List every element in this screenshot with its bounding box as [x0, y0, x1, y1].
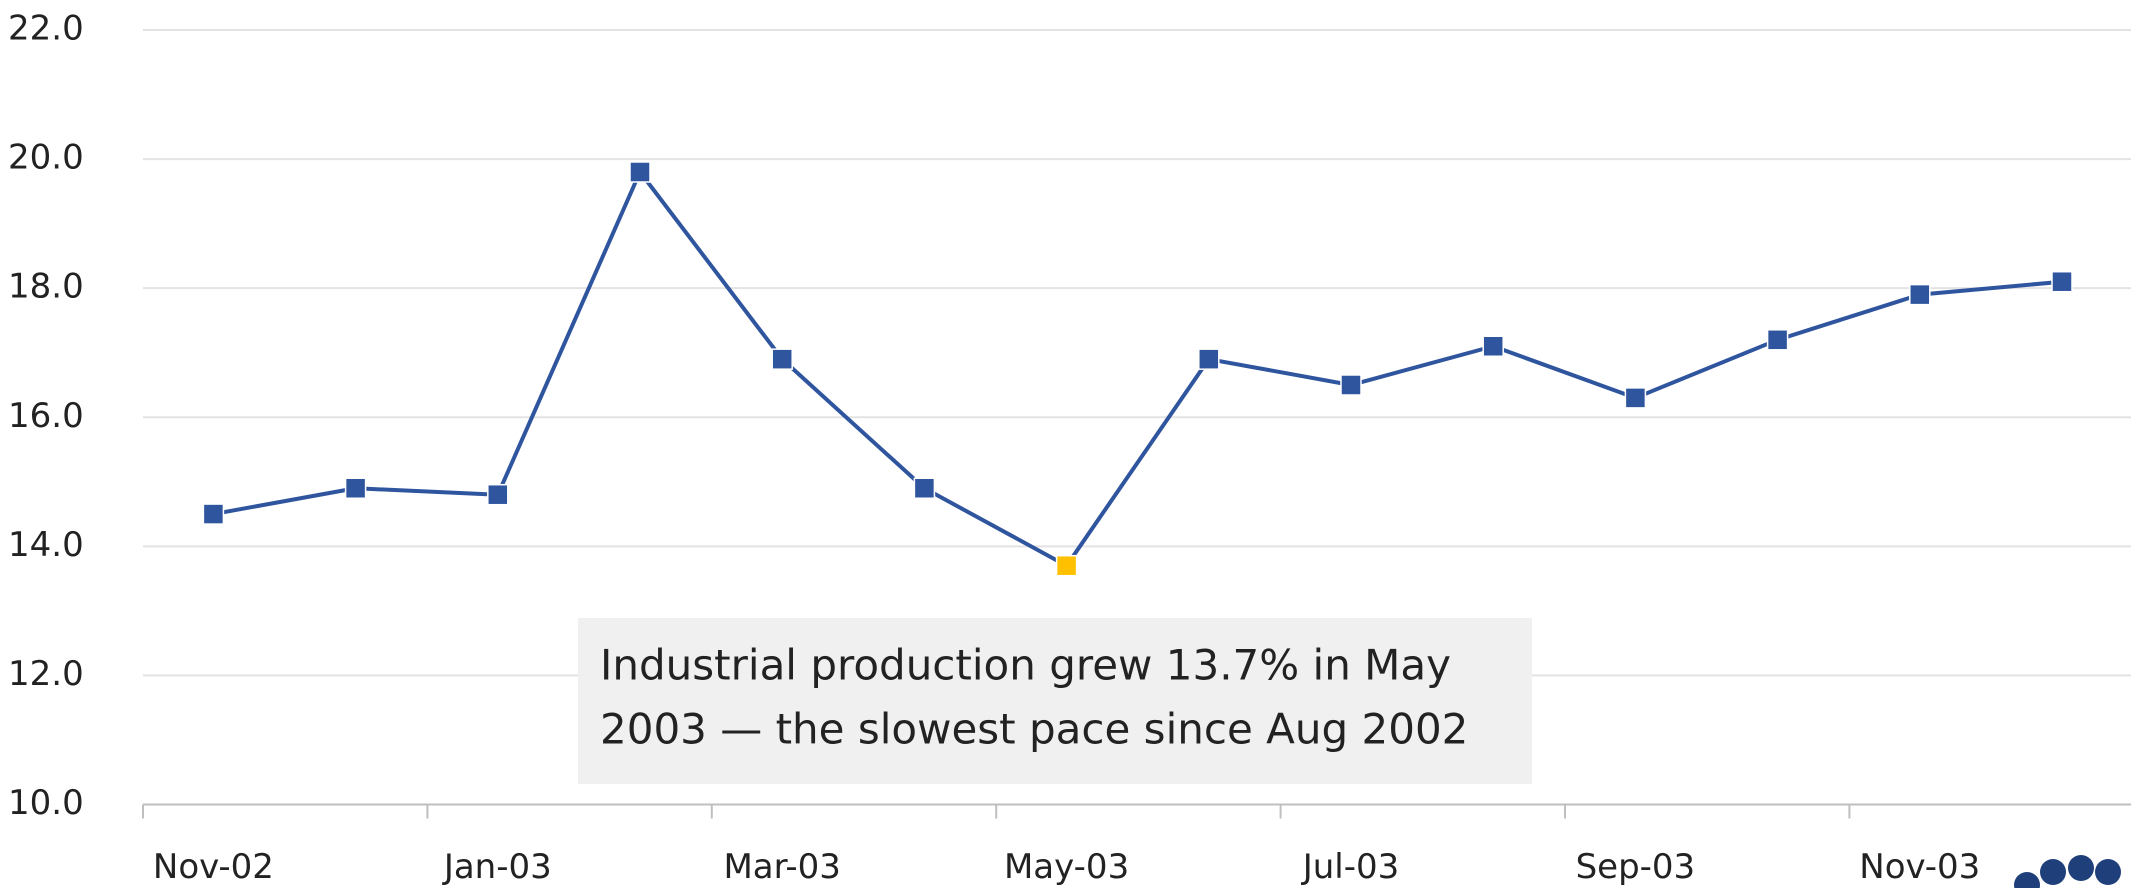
series-line [213, 169, 2063, 568]
grid: 10.0 12.0 14.0 16.0 18.0 20.0 22.0 [8, 9, 2131, 823]
marker [1909, 283, 1931, 306]
marker [1340, 374, 1362, 396]
marker [344, 477, 367, 499]
y-tick-label: 20.0 [8, 138, 84, 178]
y-tick-label: 16.0 [8, 396, 84, 436]
x-tick-label: Sep-03 [1576, 847, 1696, 887]
y-tick-label: 18.0 [8, 267, 84, 307]
annotation-box [578, 618, 1532, 784]
marker [771, 348, 793, 370]
annotation-line: 2003 — the slowest pace since Aug 2002 [600, 705, 1468, 754]
y-tick-label: 10.0 [8, 783, 84, 823]
marker [1198, 348, 1220, 370]
marker [1482, 335, 1504, 358]
marker [1055, 554, 1078, 577]
x-tick-label: May-03 [1004, 847, 1129, 887]
marker [202, 503, 225, 525]
logo [2014, 855, 2121, 888]
x-tick-label: Nov-02 [153, 847, 274, 887]
x-tick-label: Nov-03 [1859, 847, 1980, 887]
y-tick-label: 22.0 [8, 9, 84, 49]
marker [1624, 387, 1647, 409]
marker [913, 477, 936, 499]
y-tick-label: 14.0 [8, 525, 84, 565]
marker [487, 483, 509, 506]
marker [2051, 270, 2073, 293]
annotation-line: Industrial production grew 13.7% in May [600, 641, 1451, 690]
x-tick-label: Jul-03 [1301, 847, 1400, 887]
marker [629, 161, 651, 183]
marker [1766, 329, 1789, 351]
x-tick-label: Mar-03 [723, 847, 841, 887]
x-tick-label: Jan-03 [442, 847, 552, 887]
y-tick-label: 12.0 [8, 654, 84, 694]
